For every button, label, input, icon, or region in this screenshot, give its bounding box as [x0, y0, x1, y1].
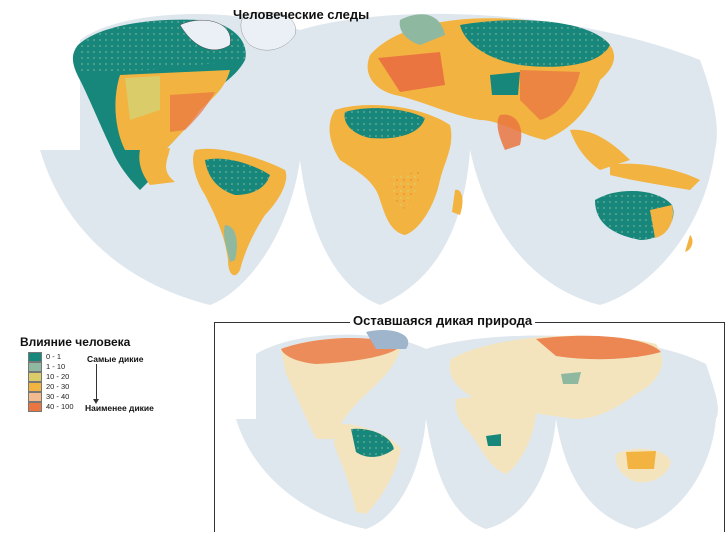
greenland: [240, 12, 296, 51]
legend-arrow: [96, 364, 97, 402]
legend-swatch: [28, 381, 42, 392]
legend-least-wild-label: Наименее дикие: [85, 403, 154, 413]
legend-label: 30 - 40: [46, 392, 70, 401]
legend-swatch: [28, 401, 42, 412]
legend-label: 1 - 10: [46, 362, 66, 371]
legend-label: 40 - 100: [46, 402, 74, 411]
legend-label: 10 - 20: [46, 372, 70, 381]
legend-title: Влияние человека: [20, 335, 131, 349]
legend-item: 30 - 40: [28, 391, 70, 402]
legend-label: 0 - 1: [46, 352, 62, 361]
legend-item: 10 - 20: [28, 371, 70, 382]
legend-label: 20 - 30: [46, 382, 70, 391]
legend-item: 0 - 1: [28, 351, 62, 362]
human-footprint-map: [40, 12, 717, 305]
africa: [329, 105, 463, 235]
legend-most-wild-label: Самые дикие: [87, 354, 144, 364]
eurasia: [367, 14, 615, 140]
legend: Влияние человека 0 - 1 1 - 10 10 - 20 20…: [20, 335, 210, 425]
australia: [595, 190, 693, 252]
south-america: [193, 148, 287, 276]
inset-americas: [281, 329, 409, 514]
inset-map-title: Оставшаяся дикая природа: [350, 313, 536, 328]
north-america: [72, 19, 246, 190]
legend-arrow-head: [93, 399, 99, 404]
south-asia: [497, 114, 700, 190]
inset-eurasia-africa: [449, 335, 671, 483]
main-map-title: Человеческие следы: [233, 7, 370, 22]
legend-item: 40 - 100: [28, 401, 74, 412]
legend-item: 20 - 30: [28, 381, 70, 392]
legend-swatch: [28, 351, 42, 362]
legend-swatch: [28, 371, 42, 382]
legend-swatch: [28, 391, 42, 402]
remaining-wilderness-map: [236, 329, 718, 529]
legend-swatch: [28, 361, 42, 372]
legend-item: 1 - 10: [28, 361, 66, 372]
